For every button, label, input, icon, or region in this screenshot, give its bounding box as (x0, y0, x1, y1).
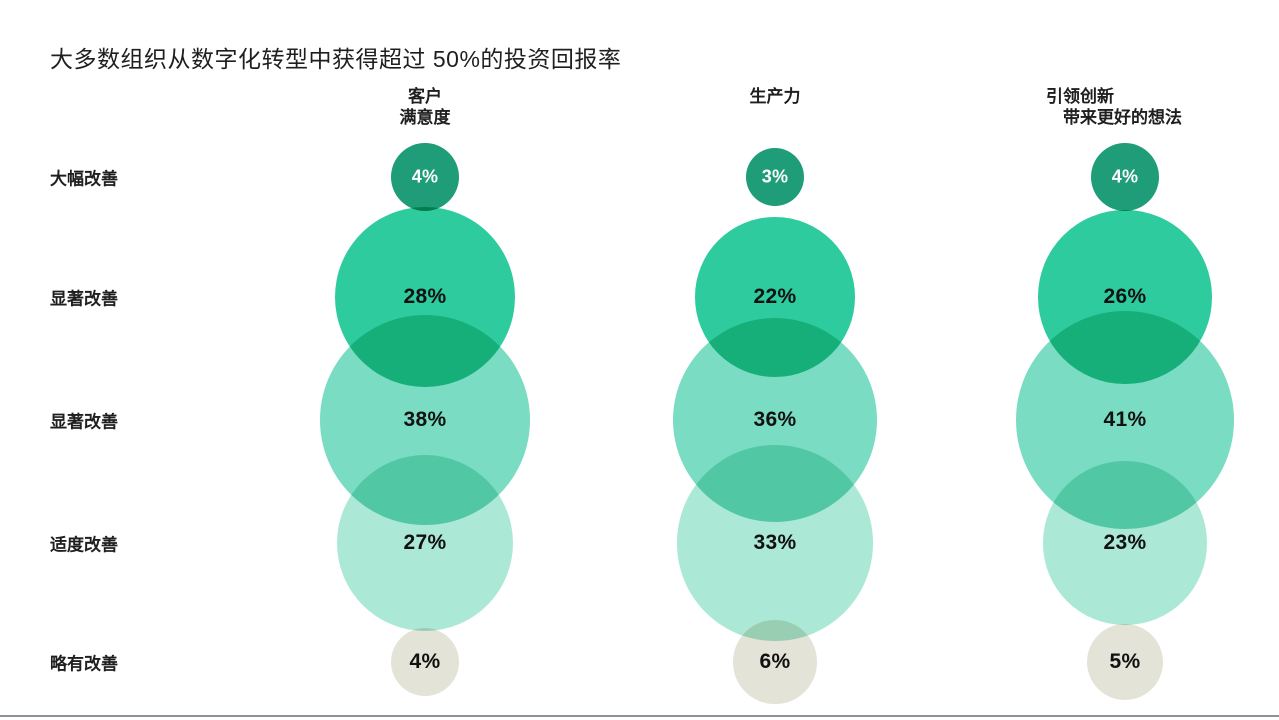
bubble-引领创新 带来更好的想法-略有改善 (1086, 623, 1163, 700)
column-header-line: 客户 (408, 87, 442, 106)
bubble-生产力-大幅改善 (745, 147, 805, 207)
bubble-value-label: 23% (1103, 531, 1147, 554)
bubble-引领创新 带来更好的想法-大幅改善 (1091, 143, 1159, 211)
bubble-value-label: 5% (1109, 650, 1141, 673)
row-label-1: 大幅改善 (50, 169, 118, 189)
column-header-line: 引领创新 (1046, 87, 1114, 106)
bubble-value-label: 4% (411, 166, 439, 187)
bubble-引领创新 带来更好的想法-适度改善 (1043, 461, 1207, 625)
column-header-line: 带来更好的想法 (1063, 108, 1182, 127)
bubble-客户满意度-适度改善 (336, 454, 514, 632)
column-header-line: 生产力 (749, 87, 801, 106)
bubble-value-label: 36% (753, 408, 797, 431)
bubble-value-label: 22% (753, 285, 797, 308)
bubble-value-label: 3% (761, 166, 789, 187)
bubble-value-label: 6% (759, 650, 791, 673)
column-header-line: 满意度 (399, 108, 451, 127)
bubble-value-label: 26% (1103, 285, 1147, 308)
bubble-value-label: 4% (409, 650, 441, 673)
bubble-value-label: 27% (403, 531, 447, 554)
column-header-2: 生产力 (625, 86, 925, 107)
bubble-value-label: 38% (403, 408, 447, 431)
bubble-生产力-适度改善 (677, 445, 873, 641)
bubble-客户满意度-略有改善 (391, 628, 459, 696)
row-label-5: 略有改善 (50, 654, 118, 674)
chart-title: 大多数组织从数字化转型中获得超过 50%的投资回报率 (50, 46, 622, 72)
bubble-生产力-略有改善 (733, 620, 817, 704)
row-label-3: 显著改善 (50, 412, 118, 432)
row-label-2: 显著改善 (50, 289, 118, 309)
bubble-value-label: 28% (403, 285, 447, 308)
column-header-1: 客户 满意度 (275, 86, 575, 128)
row-label-4: 适度改善 (50, 535, 118, 555)
bubble-客户满意度-大幅改善 (391, 143, 459, 211)
bubble-value-label: 4% (1111, 166, 1139, 187)
column-header-3: 引领创新带来更好的想法 (1046, 86, 1182, 128)
bubble-value-label: 41% (1103, 408, 1147, 431)
bottom-border-line (0, 715, 1279, 717)
bubble-value-label: 33% (753, 531, 797, 554)
